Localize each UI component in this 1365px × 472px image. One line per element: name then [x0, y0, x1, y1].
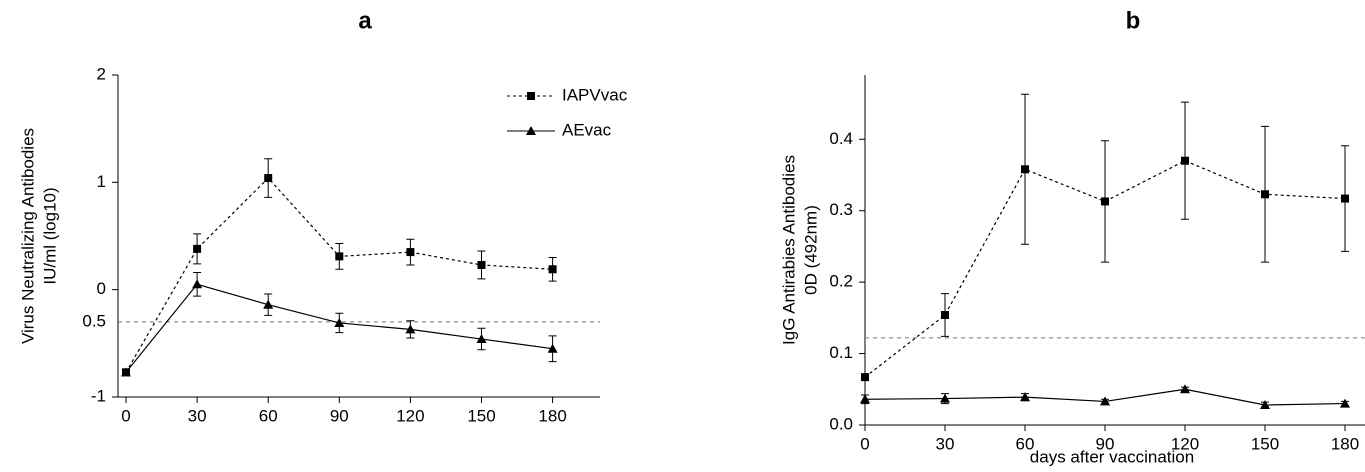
- series-line: [125, 177, 553, 373]
- x-tick-label: 90: [1096, 434, 1115, 453]
- x-tick-label: 120: [1171, 434, 1199, 453]
- y-axis-label: 0D (492nm): [801, 205, 820, 295]
- x-tick-label: 90: [330, 406, 349, 425]
- marker: [476, 334, 487, 344]
- marker: [263, 299, 274, 309]
- marker: [547, 343, 558, 353]
- legend-marker: [527, 92, 535, 100]
- x-tick-label: 180: [1331, 434, 1359, 453]
- x-tick-label: 60: [1016, 434, 1035, 453]
- x-tick-label: 30: [936, 434, 955, 453]
- chart-title: b: [1126, 7, 1141, 34]
- y-axis-label: IU/ml (log10): [40, 187, 59, 284]
- y-tick-label: 0.1: [829, 343, 853, 362]
- x-tick-label: 150: [1251, 434, 1279, 453]
- x-tick-label: 0: [121, 406, 130, 425]
- marker: [334, 317, 345, 327]
- marker: [860, 394, 870, 404]
- threshold-label: 0.5: [82, 311, 106, 330]
- y-tick-label: 0.2: [829, 272, 853, 291]
- marker: [1020, 392, 1030, 402]
- marker: [1101, 197, 1109, 206]
- x-tick-label: 60: [259, 406, 278, 425]
- marker: [264, 174, 273, 183]
- marker: [940, 393, 950, 403]
- marker: [1260, 400, 1270, 409]
- marker: [406, 248, 415, 257]
- x-tick-label: 150: [467, 406, 495, 425]
- marker: [548, 265, 557, 274]
- y-tick-label: 0.3: [829, 200, 853, 219]
- x-tick-label: 30: [188, 406, 207, 425]
- marker: [1100, 396, 1110, 406]
- y-tick-label: -1: [91, 386, 106, 405]
- marker: [477, 260, 486, 269]
- marker: [1180, 384, 1190, 394]
- marker: [1261, 190, 1269, 199]
- marker: [1340, 398, 1350, 408]
- legend-label: AEvac: [562, 120, 612, 139]
- marker: [192, 279, 203, 289]
- legend-label: IAPVvac: [562, 85, 628, 104]
- y-tick-label: 0: [97, 279, 106, 298]
- marker: [335, 252, 344, 261]
- marker: [1021, 165, 1029, 174]
- y-axis-label: Virus Neutralizing Antibodies: [18, 128, 37, 344]
- legend-marker: [526, 126, 536, 135]
- y-tick-label: 0.0: [829, 414, 853, 433]
- x-tick-label: 120: [396, 406, 424, 425]
- chart-title: a: [358, 7, 372, 34]
- marker: [941, 311, 949, 319]
- y-axis-label: IgG Antirabies Antibodies: [779, 155, 798, 345]
- y-tick-label: 1: [97, 172, 106, 191]
- marker: [121, 367, 131, 377]
- marker: [405, 324, 416, 334]
- x-tick-label: 180: [538, 406, 566, 425]
- x-tick-label: 0: [860, 434, 869, 453]
- marker: [861, 373, 869, 382]
- y-tick-label: 2: [97, 64, 106, 83]
- marker: [193, 244, 202, 253]
- marker: [1181, 156, 1189, 165]
- y-tick-label: 0.4: [829, 129, 853, 148]
- x-axis-label: days after vaccination: [1030, 447, 1194, 466]
- marker: [1341, 194, 1349, 203]
